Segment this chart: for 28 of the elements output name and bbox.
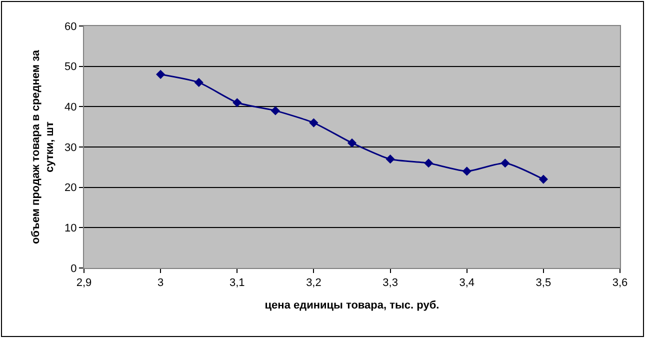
point [194,78,204,88]
point [462,166,472,176]
point [386,154,395,164]
y-tick-label: 30 [64,142,77,154]
y-tick-label: 0 [70,262,77,275]
x-tick-label: 3,6 [612,277,628,290]
x-tick-label: 3,1 [229,277,245,290]
x-tick-label: 3 [158,277,164,290]
y-axis-title: объем продаж товара в среднем за сутки, шт [30,49,56,244]
point [500,158,510,168]
y-tick-label: 10 [64,222,77,235]
x-tick-label: 3,4 [459,277,475,290]
y-tick-label: 20 [64,182,77,194]
x-tick-label: 2,9 [76,277,92,290]
x-axis-title: цена единицы товара, тыс. руб. [264,299,440,312]
point [309,118,318,128]
x-tick-label: 3,2 [306,277,322,290]
point [347,138,357,148]
point [156,70,166,79]
point [538,174,548,184]
y-tick-label: 60 [64,20,77,33]
point [232,98,242,108]
x-tick-label: 3,5 [536,277,552,290]
y-tick-label: 50 [64,61,77,74]
y-tick-label: 40 [64,102,77,114]
x-tick-label: 3,3 [382,277,398,290]
point [270,106,280,116]
point [424,158,434,168]
